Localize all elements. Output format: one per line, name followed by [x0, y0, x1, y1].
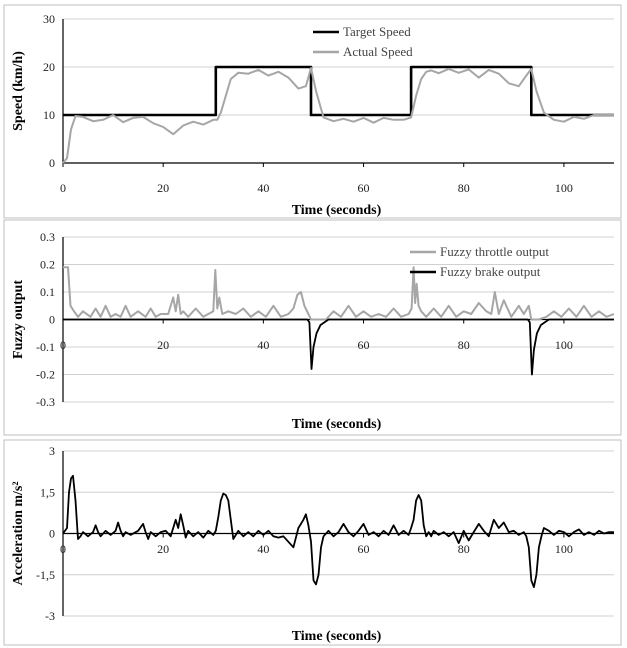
y-tick-label: 3: [49, 444, 55, 458]
legend-label: Target Speed: [343, 24, 411, 39]
series-line-1: [63, 65, 614, 117]
x-tick-label: 100: [555, 542, 573, 556]
x-tick-label: 20: [157, 338, 169, 352]
y-tick-label: 0: [49, 156, 55, 170]
chart-panel-3: 3 1,5 0 -1,5 -3 0 20 40 60 80 100 Time (seconds) Acc…: [3, 439, 622, 646]
x-tick-label: 40: [257, 181, 269, 195]
x-tick-label: 0: [60, 542, 66, 556]
y-tick-label: 0: [49, 527, 55, 541]
x-tick-label: 100: [555, 181, 573, 195]
panel-frame: [3, 219, 622, 436]
x-tick-label: 100: [555, 338, 573, 352]
x-axis-title: Time (seconds): [292, 629, 382, 644]
legend-label: Actual Speed: [343, 44, 413, 59]
x-tick-label: 20: [157, 181, 169, 195]
panel-frame: [3, 439, 622, 646]
x-tick-label: 0: [60, 181, 66, 195]
y-tick-label: 0.2: [40, 258, 55, 272]
x-axis-title: Time (seconds): [292, 203, 382, 218]
x-tick-label: 80: [458, 542, 470, 556]
y-tick-label: 1,5: [40, 485, 55, 499]
chart-panel-2: 0.3 0.2 0.1 0 -0.1 -0.2 -0.3 0 20 40 60 80 100 Time (…: [3, 219, 622, 436]
y-tick-label: -0.1: [36, 340, 55, 354]
y-tick-label: -3: [45, 609, 55, 623]
x-tick-label: 60: [358, 338, 370, 352]
x-tick-label: 0: [60, 338, 66, 352]
series-line-1: [62, 474, 614, 588]
series-line-1: [63, 266, 615, 321]
x-tick-label: 60: [358, 542, 370, 556]
x-tick-label: 40: [257, 542, 269, 556]
y-axis-title: Acceleration m/s²: [11, 481, 26, 585]
x-tick-label: 40: [257, 338, 269, 352]
legend-label: Fuzzy throttle output: [440, 244, 549, 259]
y-tick-label: 0.3: [40, 230, 55, 244]
x-tick-label: 80: [458, 338, 470, 352]
x-tick-label: 20: [157, 542, 169, 556]
x-tick-label: 80: [458, 181, 470, 195]
y-axis-title: Speed (km/h): [11, 51, 26, 131]
series-line-2: [62, 67, 614, 164]
legend-label: Fuzzy brake output: [440, 264, 541, 279]
y-tick-label: 10: [43, 108, 55, 122]
y-tick-label: -0.3: [36, 395, 55, 409]
y-tick-label: -1,5: [36, 568, 55, 582]
y-tick-label: 0: [49, 313, 55, 327]
y-tick-label: 20: [43, 60, 55, 74]
panel-frame: [3, 4, 622, 219]
y-tick-label: 0.1: [40, 285, 55, 299]
chart-panel-1: 0 10 20 30 0 20 40 60 80 100 Time (seconds) Speed (…: [3, 4, 622, 219]
x-axis-title: Time (seconds): [292, 417, 382, 432]
y-tick-label: 30: [43, 12, 55, 26]
x-tick-label: 60: [358, 181, 370, 195]
y-tick-label: -0.2: [36, 368, 55, 382]
series-line-2: [63, 318, 614, 376]
y-axis-title: Fuzzy output: [11, 280, 26, 359]
